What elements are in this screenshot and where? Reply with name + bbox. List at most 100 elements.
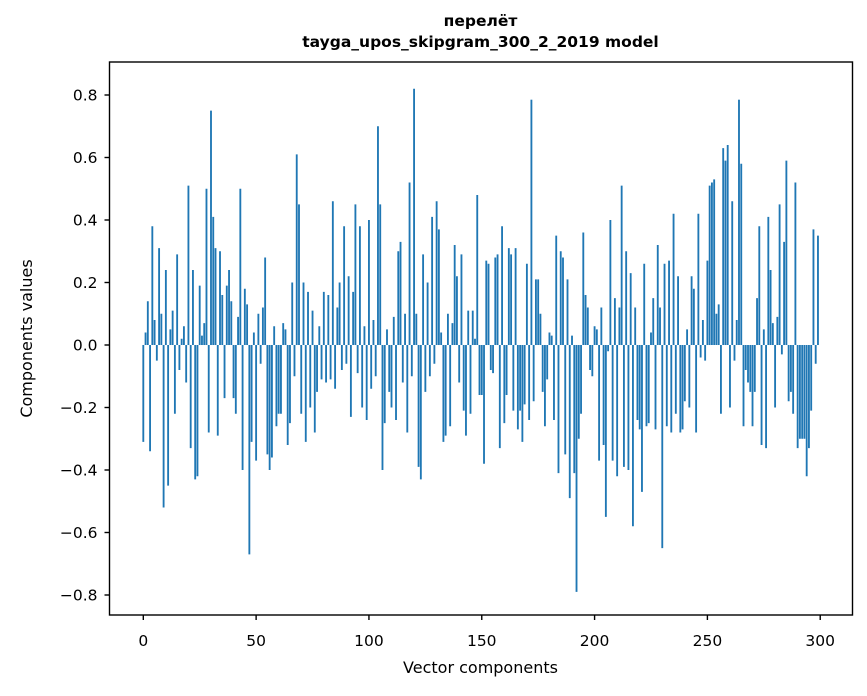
bar: [580, 345, 582, 414]
bar: [602, 345, 605, 445]
bar: [169, 329, 172, 346]
bar: [426, 282, 429, 345]
bar: [158, 248, 161, 346]
bar: [327, 295, 330, 345]
bar: [456, 276, 458, 345]
bar: [627, 345, 630, 470]
bar: [329, 345, 332, 380]
bar: [250, 345, 253, 442]
bar: [618, 307, 621, 345]
bar: [392, 316, 395, 346]
bar: [252, 332, 255, 345]
bar: [562, 257, 564, 345]
bar: [697, 213, 700, 345]
bar: [496, 254, 499, 346]
bar: [182, 326, 185, 345]
bar: [178, 345, 181, 370]
bar: [291, 282, 294, 345]
bar: [358, 226, 361, 345]
bar: [284, 329, 287, 346]
bar: [223, 345, 226, 399]
bar: [688, 345, 691, 408]
bar: [318, 326, 321, 345]
bar: [771, 323, 774, 346]
bar: [645, 345, 648, 427]
bar: [390, 345, 393, 408]
bar: [681, 345, 684, 430]
bar: [164, 270, 167, 345]
bar: [340, 345, 343, 370]
bar: [494, 257, 497, 345]
bar: [636, 345, 639, 420]
bar: [501, 226, 503, 345]
y-tick-label: 0.0: [73, 337, 98, 355]
y-axis-label: Components values: [17, 259, 36, 417]
bar: [656, 245, 659, 345]
bar: [532, 345, 535, 402]
bar: [462, 345, 465, 411]
bar: [474, 338, 476, 345]
bar: [708, 185, 711, 346]
bar: [293, 345, 296, 377]
bar: [316, 345, 318, 392]
bar: [205, 188, 208, 345]
bar: [478, 345, 481, 395]
bar: [354, 204, 357, 346]
x-axis-label: Vector components: [403, 658, 558, 677]
bar: [568, 345, 571, 499]
bar: [706, 260, 709, 346]
bar: [598, 345, 601, 461]
bar: [798, 345, 801, 439]
bar: [571, 335, 573, 346]
bar: [408, 182, 411, 345]
bar: [812, 229, 815, 346]
bar: [155, 345, 158, 361]
bar: [234, 345, 237, 414]
bar: [632, 345, 634, 527]
bar: [302, 282, 305, 345]
bar: [160, 313, 163, 345]
bar: [370, 345, 373, 389]
bar: [663, 263, 666, 345]
bar: [674, 345, 677, 414]
x-axis-ticks: 0 50 100 150 200 250 300: [138, 615, 835, 650]
bar: [577, 345, 580, 439]
bar: [616, 345, 619, 477]
bar: [365, 345, 368, 420]
bar: [395, 345, 397, 420]
bar: [512, 345, 515, 411]
bar: [575, 345, 578, 592]
y-tick-label: −0.2: [60, 399, 98, 417]
bar: [239, 188, 242, 345]
bar: [785, 160, 788, 346]
bar: [720, 345, 722, 414]
x-tick-label: 0: [138, 632, 148, 650]
bar: [534, 279, 537, 346]
bar: [431, 216, 434, 346]
bar: [525, 263, 528, 345]
bar: [765, 345, 767, 449]
bar: [692, 288, 695, 345]
x-tick-label: 250: [693, 632, 723, 650]
bar: [600, 307, 603, 345]
y-tick-label: 0.4: [73, 212, 98, 230]
y-tick-label: 0.8: [73, 87, 98, 105]
bar: [498, 345, 501, 449]
bar: [311, 310, 314, 346]
bar: [701, 320, 704, 345]
bar: [424, 345, 427, 392]
bar: [338, 282, 341, 345]
bar: [442, 345, 445, 442]
bar: [507, 248, 510, 346]
bar: [625, 251, 628, 345]
bar: [451, 323, 454, 346]
bar: [659, 307, 661, 345]
bar: [388, 345, 391, 392]
bar: [805, 345, 808, 477]
bar: [519, 345, 522, 411]
bar: [386, 329, 388, 346]
bar: [715, 313, 718, 345]
bar: [760, 345, 763, 445]
bar: [796, 345, 799, 449]
